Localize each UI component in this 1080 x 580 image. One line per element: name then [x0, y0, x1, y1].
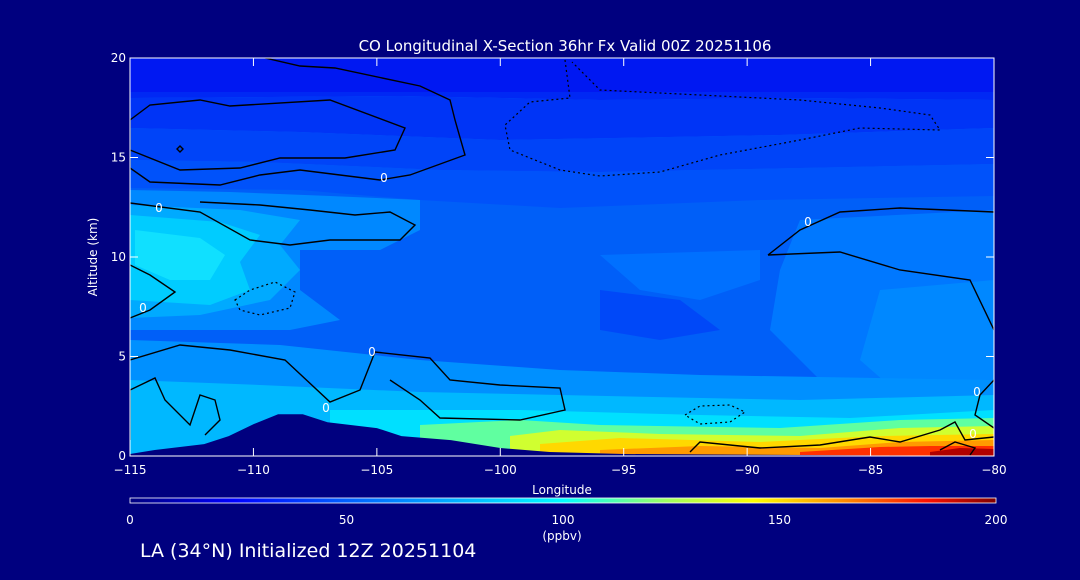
x-tick-label: −85 [858, 463, 883, 477]
terrain-mask [130, 414, 994, 456]
x-tick-label: −115 [114, 463, 147, 477]
contour-line [130, 99, 406, 171]
plot-area [130, 58, 994, 456]
contour-label: 0 [804, 215, 812, 229]
x-tick-label: −80 [981, 463, 1006, 477]
dashed-contour-line [504, 59, 942, 177]
contour-line [130, 377, 221, 440]
colorbar-tick-label: 150 [768, 513, 791, 527]
colorbar [129, 497, 997, 504]
y-axis-label: Altitude (km) [86, 218, 100, 297]
dashed-contours [234, 59, 942, 425]
solid-contours [130, 58, 994, 456]
colorbar-ticks: 0 50 100 150 200 [126, 513, 1007, 527]
field-band-upper [130, 92, 994, 100]
colorbar-tick-label: 200 [985, 513, 1008, 527]
y-axis: 0 5 10 15 20 [111, 51, 994, 463]
contour-line [130, 201, 417, 246]
field-band-mid-upper [130, 128, 994, 172]
y-tick-label: 20 [111, 51, 126, 65]
chart-title: CO Longitudinal X-Section 36hr Fx Valid … [359, 37, 772, 55]
contour-label: 0 [380, 171, 388, 185]
y-tick-label: 0 [118, 449, 126, 463]
contour-line [130, 344, 566, 421]
contour-line [130, 58, 466, 186]
colorbar-tick-label: 100 [552, 513, 575, 527]
field-band-upper-2 [130, 96, 994, 140]
contour-line [176, 145, 184, 153]
contour-line [974, 379, 994, 429]
contour-label: 0 [155, 201, 163, 215]
contour-label: 0 [322, 401, 330, 415]
field-plume-west-core [135, 230, 225, 280]
dashed-contour-line [234, 281, 296, 316]
contour-line [689, 421, 994, 453]
contour-line [767, 251, 994, 331]
x-tick-label: −105 [360, 463, 393, 477]
x-tick-label: −90 [734, 463, 759, 477]
x-tick-label: −95 [611, 463, 636, 477]
colorbar-tick-label: 0 [126, 513, 134, 527]
field-band-mid [130, 160, 994, 208]
contour-line [767, 207, 994, 256]
y-tick-label: 10 [111, 250, 126, 264]
contour-label: 0 [368, 345, 376, 359]
field-band-top [130, 58, 994, 92]
contour-label: 0 [969, 427, 977, 441]
contour-label: 0 [973, 385, 981, 399]
contour-labels: 0 0 0 0 0 0 0 0 [139, 171, 981, 441]
colorbar-tick-label: 50 [339, 513, 354, 527]
field-patch-dark [600, 290, 720, 340]
contour-line [130, 264, 177, 319]
y-tick-label: 5 [118, 350, 126, 364]
x-tick-label: −100 [484, 463, 517, 477]
x-tick-label: −110 [237, 463, 270, 477]
x-axis-label: Longitude [532, 483, 592, 497]
y-tick-label: 15 [111, 151, 126, 165]
run-info: LA (34°N) Initialized 12Z 20251104 [140, 540, 477, 562]
contour-label: 0 [139, 301, 147, 315]
contour-line [939, 441, 977, 456]
field-patch-center [600, 250, 760, 300]
field-patch-east-2 [860, 280, 994, 395]
field-band-surface-7 [930, 448, 994, 456]
x-axis: −115 −110 −105 −100 −95 −90 −85 −80 [114, 58, 1007, 477]
colorbar-units: (ppbv) [542, 529, 581, 543]
